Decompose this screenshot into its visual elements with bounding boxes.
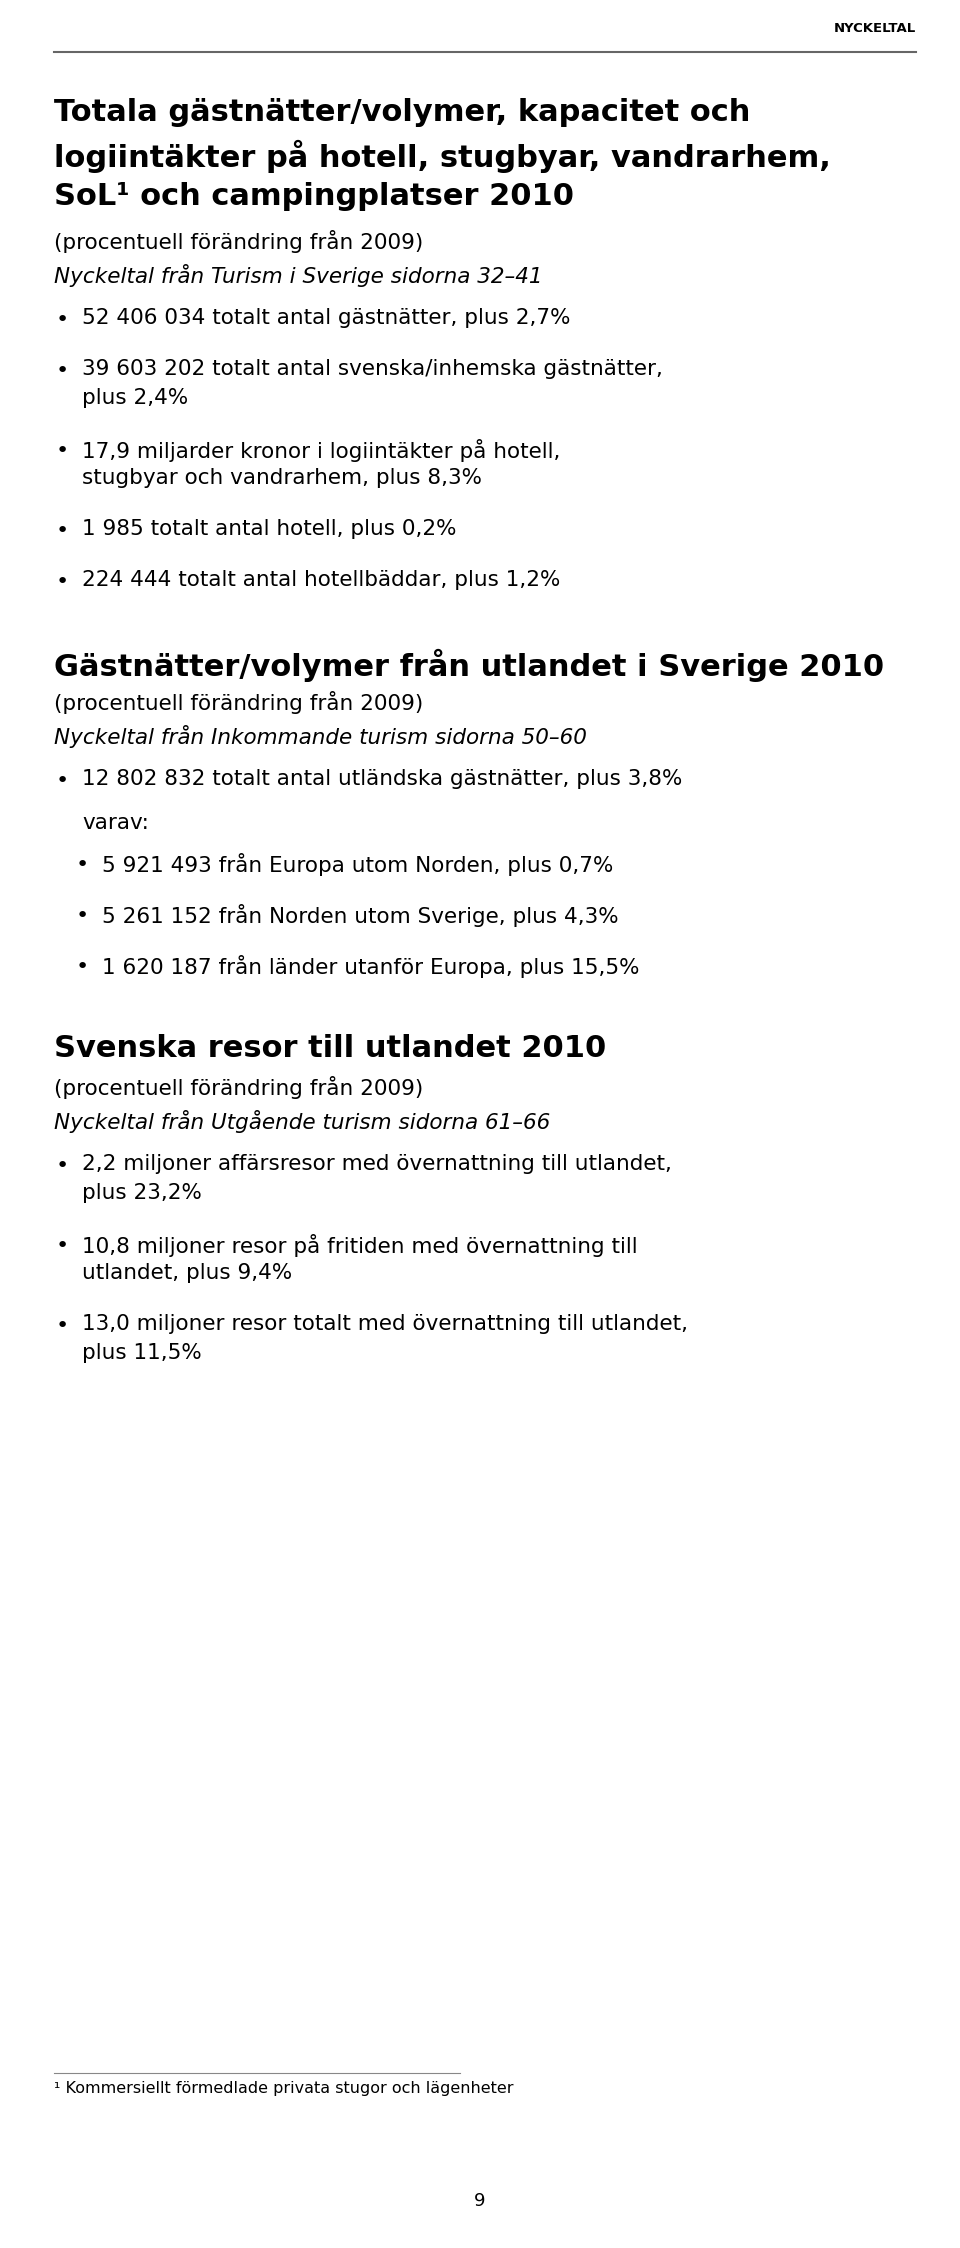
Text: 17,9 miljarder kronor i logiintäkter på hotell,: 17,9 miljarder kronor i logiintäkter på … (82, 438, 561, 463)
Text: ¹ Kommersiellt förmedlade privata stugor och lägenheter: ¹ Kommersiellt förmedlade privata stugor… (54, 2082, 514, 2095)
Text: •: • (56, 522, 68, 542)
Text: •: • (76, 854, 88, 874)
Text: NYCKELTAL: NYCKELTAL (833, 22, 916, 36)
Text: •: • (76, 958, 88, 978)
Text: Nyckeltal från Inkommande turism sidorna 50–60: Nyckeltal från Inkommande turism sidorna… (54, 726, 587, 749)
Text: 52 406 034 totalt antal gästnätter, plus 2,7%: 52 406 034 totalt antal gästnätter, plus… (82, 308, 570, 328)
Text: plus 23,2%: plus 23,2% (82, 1182, 202, 1203)
Text: Gästnätter/volymer från utlandet i Sverige 2010: Gästnätter/volymer från utlandet i Sveri… (54, 650, 884, 681)
Text: 13,0 miljoner resor totalt med övernattning till utlandet,: 13,0 miljoner resor totalt med övernattn… (82, 1315, 688, 1333)
Text: •: • (56, 571, 68, 591)
Text: (procentuell förändring från 2009): (procentuell förändring från 2009) (54, 229, 423, 254)
Text: •: • (56, 1155, 68, 1176)
Text: •: • (56, 441, 68, 461)
Text: plus 2,4%: plus 2,4% (82, 389, 188, 407)
Text: •: • (56, 1315, 68, 1335)
Text: utlandet, plus 9,4%: utlandet, plus 9,4% (82, 1263, 292, 1284)
Text: 1 985 totalt antal hotell, plus 0,2%: 1 985 totalt antal hotell, plus 0,2% (82, 519, 457, 540)
Text: (procentuell förändring från 2009): (procentuell förändring från 2009) (54, 690, 423, 715)
Text: •: • (76, 906, 88, 926)
Text: logiintäkter på hotell, stugbyar, vandrarhem,: logiintäkter på hotell, stugbyar, vandra… (54, 139, 830, 173)
Text: •: • (56, 362, 68, 380)
Text: •: • (56, 1236, 68, 1257)
Text: (procentuell förändring från 2009): (procentuell förändring från 2009) (54, 1077, 423, 1099)
Text: Nyckeltal från Turism i Sverige sidorna 32–41: Nyckeltal från Turism i Sverige sidorna … (54, 263, 542, 288)
Text: SoL¹ och campingplatser 2010: SoL¹ och campingplatser 2010 (54, 182, 574, 211)
Text: •: • (56, 310, 68, 330)
Text: 10,8 miljoner resor på fritiden med övernattning till: 10,8 miljoner resor på fritiden med över… (82, 1234, 637, 1257)
Text: 5 261 152 från Norden utom Sverige, plus 4,3%: 5 261 152 från Norden utom Sverige, plus… (102, 904, 618, 926)
Text: 9: 9 (474, 2192, 486, 2210)
Text: Totala gästnätter/volymer, kapacitet och: Totala gästnätter/volymer, kapacitet och (54, 99, 751, 126)
Text: 2,2 miljoner affärsresor med övernattning till utlandet,: 2,2 miljoner affärsresor med övernattnin… (82, 1153, 672, 1173)
Text: Svenska resor till utlandet 2010: Svenska resor till utlandet 2010 (54, 1034, 607, 1063)
Text: 12 802 832 totalt antal utländska gästnätter, plus 3,8%: 12 802 832 totalt antal utländska gästnä… (82, 769, 683, 789)
Text: 1 620 187 från länder utanför Europa, plus 15,5%: 1 620 187 från länder utanför Europa, pl… (102, 955, 639, 978)
Text: varav:: varav: (82, 814, 149, 834)
Text: 224 444 totalt antal hotellbäddar, plus 1,2%: 224 444 totalt antal hotellbäddar, plus … (82, 571, 561, 589)
Text: Nyckeltal från Utgående turism sidorna 61–66: Nyckeltal från Utgående turism sidorna 6… (54, 1111, 550, 1133)
Text: plus 11,5%: plus 11,5% (82, 1342, 202, 1362)
Text: 39 603 202 totalt antal svenska/inhemska gästnätter,: 39 603 202 totalt antal svenska/inhemska… (82, 360, 662, 380)
Text: 5 921 493 från Europa utom Norden, plus 0,7%: 5 921 493 från Europa utom Norden, plus … (102, 852, 613, 877)
Text: •: • (56, 771, 68, 791)
Text: stugbyar och vandrarhem, plus 8,3%: stugbyar och vandrarhem, plus 8,3% (82, 468, 482, 488)
